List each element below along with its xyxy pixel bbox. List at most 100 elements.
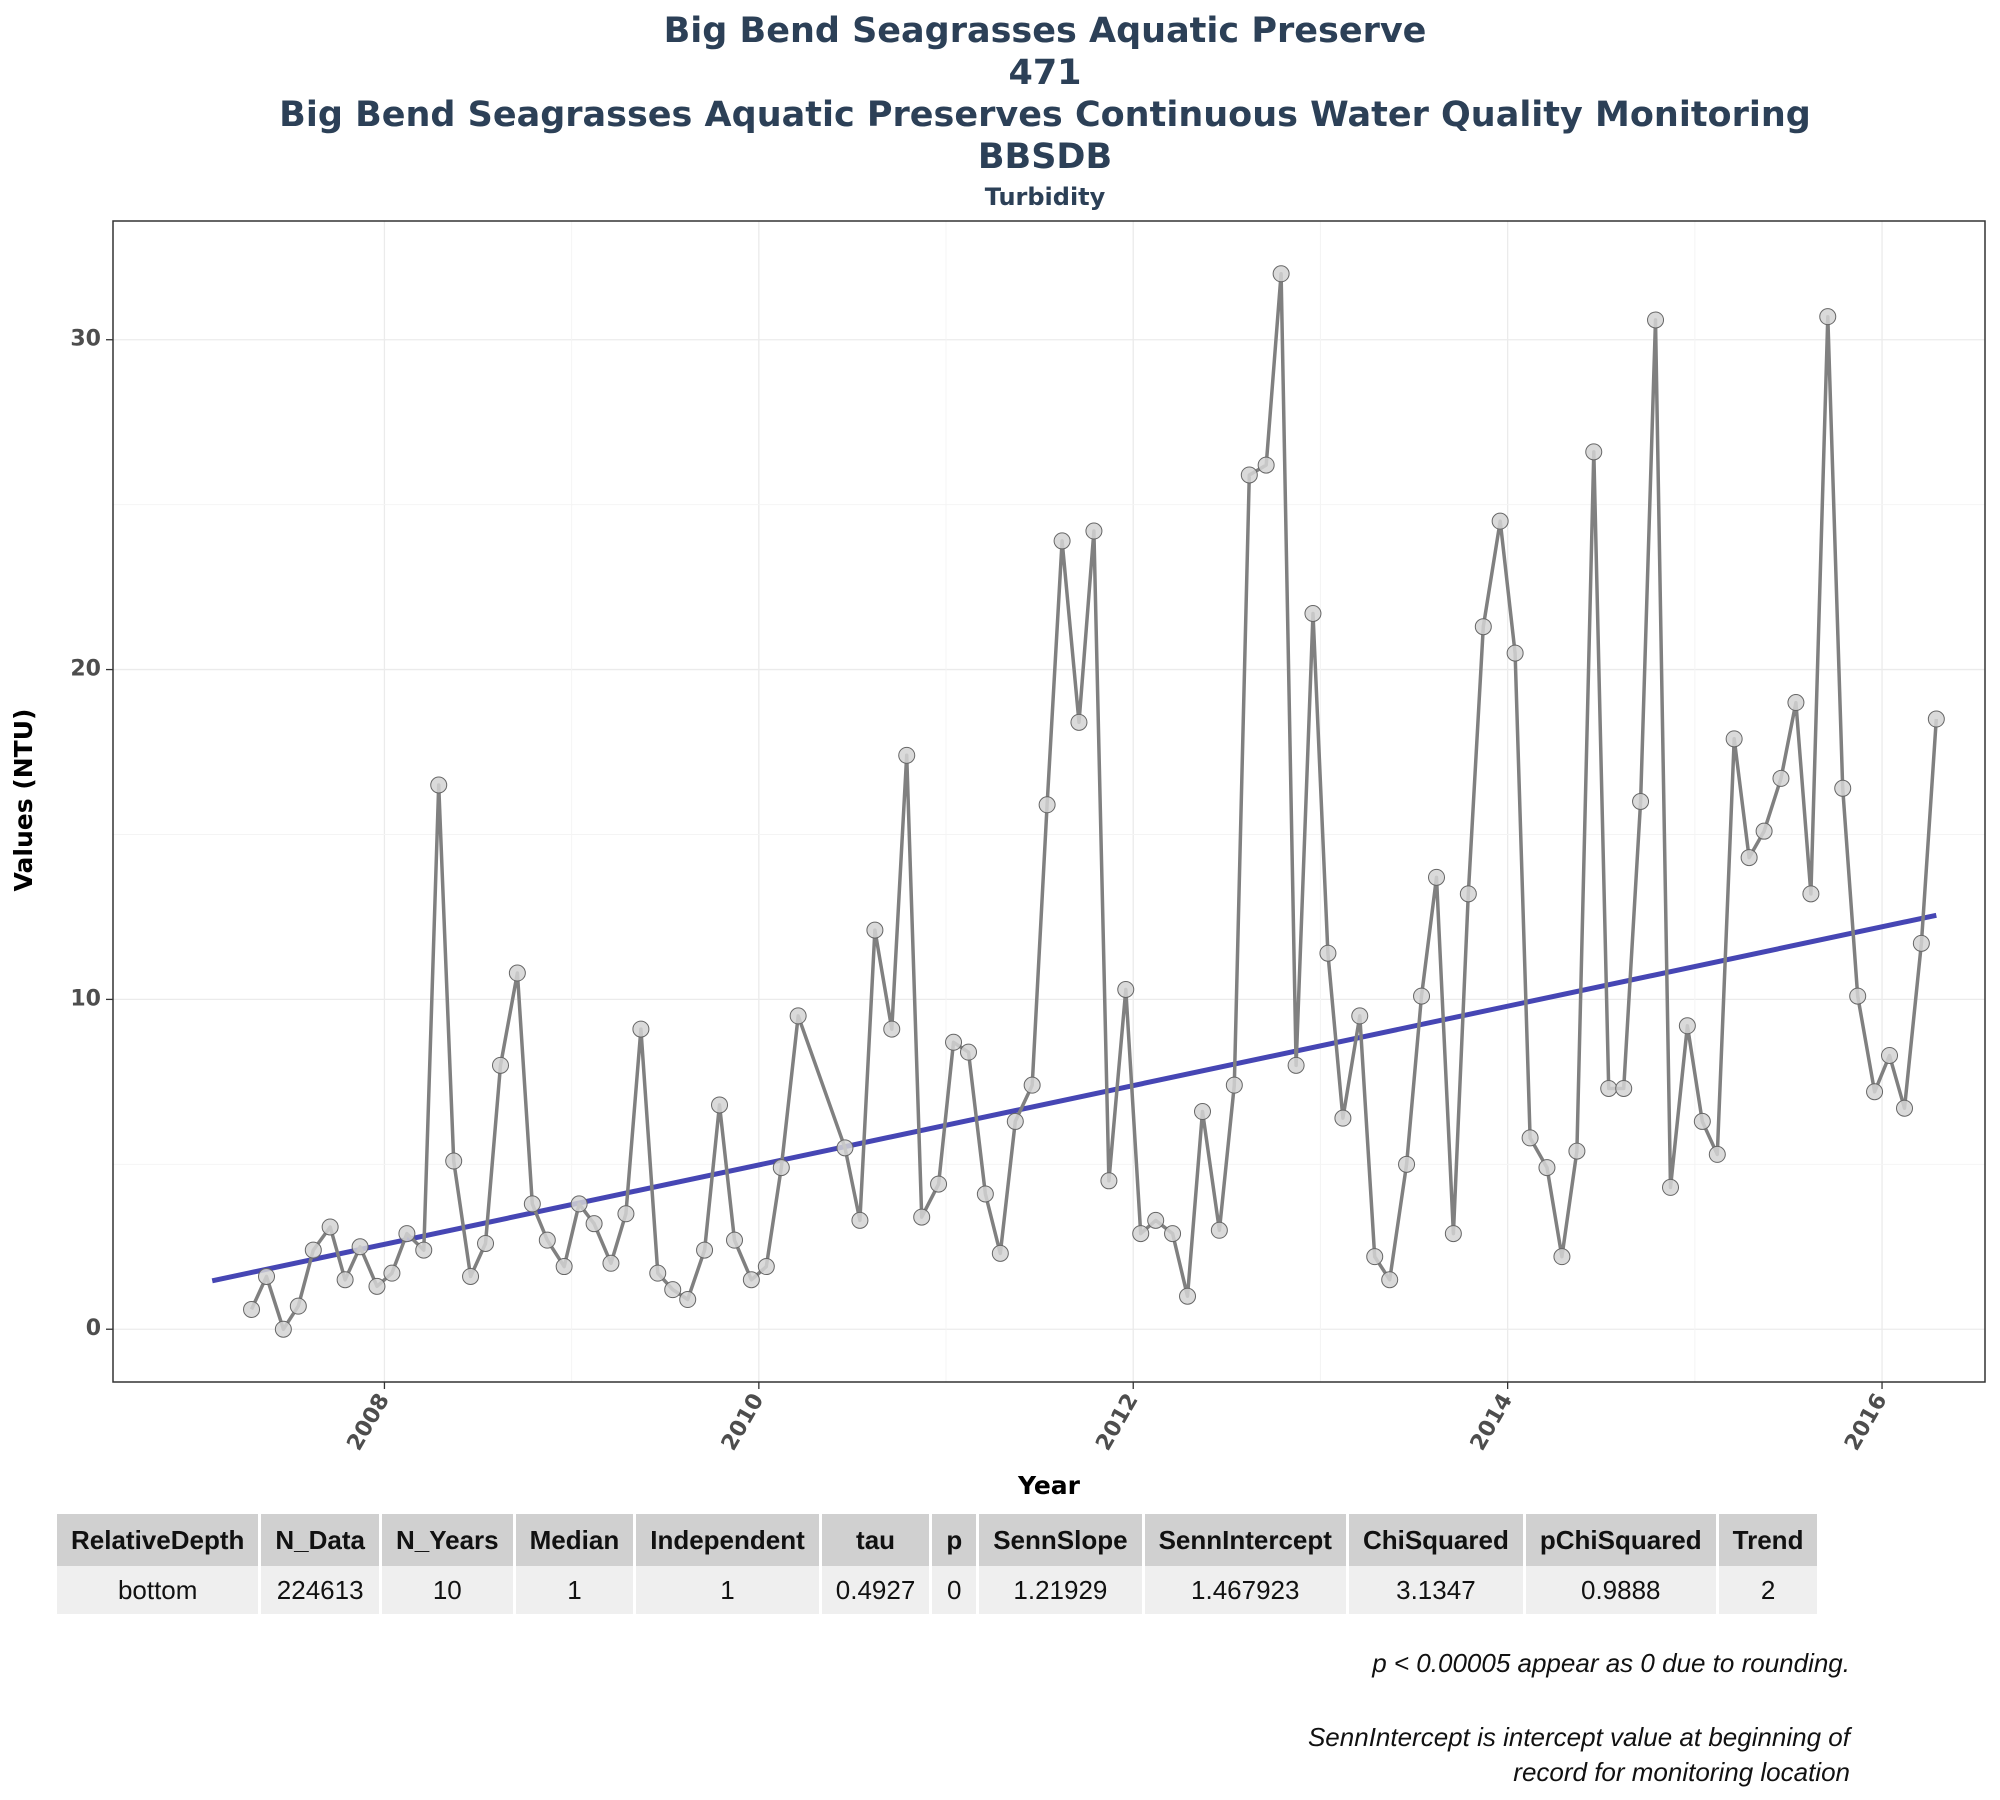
- data-point: [1366, 1248, 1384, 1266]
- data-point: [945, 1033, 963, 1051]
- data-point: [336, 1271, 354, 1289]
- table-header-cell: SennIntercept: [1144, 1514, 1346, 1566]
- table-cell: 0.9888: [1525, 1566, 1716, 1614]
- intercept-note: SennIntercept is intercept value at begi…: [1308, 1720, 1850, 1790]
- data-point: [1615, 1079, 1633, 1097]
- data-point: [570, 1195, 588, 1213]
- y-tick-label: 0: [86, 1316, 101, 1341]
- data-point: [976, 1185, 994, 1203]
- data-point: [430, 776, 448, 794]
- table-cell: 1: [636, 1566, 819, 1614]
- data-point: [1257, 456, 1275, 474]
- data-point: [1755, 822, 1773, 840]
- data-point: [274, 1320, 292, 1338]
- table-header-cell: p: [932, 1514, 977, 1566]
- data-point: [851, 1211, 869, 1229]
- data-point: [1085, 522, 1103, 540]
- data-point: [898, 746, 916, 764]
- points-layer: [243, 265, 1945, 1338]
- y-tick-label: 20: [70, 657, 101, 682]
- data-point: [1866, 1083, 1884, 1101]
- table-cell: 2: [1718, 1566, 1818, 1614]
- table-cell: bottom: [57, 1566, 259, 1614]
- data-point: [1927, 710, 1945, 728]
- data-point: [1023, 1076, 1041, 1094]
- data-point: [632, 1020, 650, 1038]
- data-point: [602, 1254, 620, 1272]
- x-tick-label: 2014: [1466, 1390, 1518, 1456]
- data-point: [757, 1258, 775, 1276]
- table-header-cell: N_Years: [381, 1514, 513, 1566]
- data-point: [883, 1020, 901, 1038]
- data-point: [1881, 1046, 1899, 1064]
- data-point: [1319, 944, 1337, 962]
- data-point: [1538, 1159, 1556, 1177]
- table-header-cell: Trend: [1718, 1514, 1818, 1566]
- data-point: [1132, 1225, 1150, 1243]
- chart-title-line1: Big Bend Seagrasses Aquatic Preserve: [664, 11, 1427, 51]
- data-point: [1038, 796, 1056, 814]
- data-point: [1240, 466, 1258, 484]
- data-point: [772, 1159, 790, 1177]
- data-point: [289, 1297, 307, 1315]
- data-point: [913, 1208, 931, 1226]
- data-point: [1896, 1099, 1914, 1117]
- data-point: [664, 1281, 682, 1299]
- data-point: [415, 1241, 433, 1259]
- data-point: [1632, 793, 1650, 810]
- table-header-cell: Median: [515, 1514, 634, 1566]
- data-point: [1772, 769, 1790, 787]
- data-point: [1553, 1248, 1571, 1266]
- data-point: [1179, 1287, 1197, 1305]
- data-point: [1802, 885, 1820, 903]
- data-point: [243, 1300, 261, 1318]
- data-point: [1521, 1129, 1539, 1147]
- data-point: [477, 1234, 495, 1252]
- data-point: [617, 1205, 635, 1223]
- table-cell: 1: [515, 1566, 634, 1614]
- x-axis-title: Year: [1017, 1471, 1081, 1500]
- data-point: [1413, 987, 1431, 1005]
- data-point: [1100, 1172, 1118, 1190]
- data-point: [960, 1043, 978, 1061]
- data-point: [321, 1218, 339, 1236]
- data-point: [1428, 868, 1446, 886]
- data-point: [1147, 1211, 1165, 1229]
- table-cell: 1.467923: [1144, 1566, 1346, 1614]
- data-point: [1849, 987, 1867, 1005]
- data-point: [1693, 1112, 1711, 1130]
- data-point: [523, 1195, 541, 1213]
- x-tick-label: 2010: [717, 1390, 769, 1456]
- data-point: [304, 1241, 322, 1259]
- data-point: [1444, 1225, 1462, 1243]
- data-point: [991, 1244, 1009, 1262]
- data-point: [1272, 265, 1290, 283]
- table-body: bottom 224613 10 1 1 0.4927 0 1.21929 1.467923 3.…: [57, 1566, 1818, 1614]
- x-tick-label: 2012: [1091, 1390, 1143, 1456]
- data-point: [1678, 1017, 1696, 1035]
- table-header-cell: ChiSquared: [1348, 1514, 1523, 1566]
- table-header-cell: Independent: [636, 1514, 819, 1566]
- y-tick-label: 10: [70, 986, 101, 1011]
- data-point: [726, 1231, 744, 1249]
- data-point: [555, 1258, 573, 1276]
- data-point: [742, 1271, 760, 1289]
- data-point: [1708, 1145, 1726, 1163]
- chart-title-line2: 471: [1008, 53, 1081, 93]
- table-cell: 1.21929: [979, 1566, 1142, 1614]
- data-point: [538, 1231, 556, 1249]
- table-cell: 224613: [261, 1566, 379, 1614]
- table-header-cell: pChiSquared: [1525, 1514, 1716, 1566]
- x-tick-label: 2008: [343, 1390, 395, 1456]
- data-point: [1334, 1109, 1352, 1127]
- data-point: [1398, 1155, 1416, 1173]
- table-header-cell: tau: [821, 1514, 930, 1566]
- x-tick-label: 2016: [1840, 1390, 1892, 1456]
- intercept-note-line1: SennIntercept is intercept value at begi…: [1307, 1722, 1850, 1752]
- table-row: bottom 224613 10 1 1 0.4927 0 1.21929 1.467923 3.…: [57, 1566, 1818, 1614]
- senn-trend-line: [211, 912, 1937, 1284]
- data-point: [1740, 849, 1758, 867]
- data-point: [445, 1152, 463, 1170]
- table-header-row: RelativeDepth N_Data N_Years Median Independ…: [57, 1514, 1818, 1566]
- data-point: [696, 1241, 714, 1259]
